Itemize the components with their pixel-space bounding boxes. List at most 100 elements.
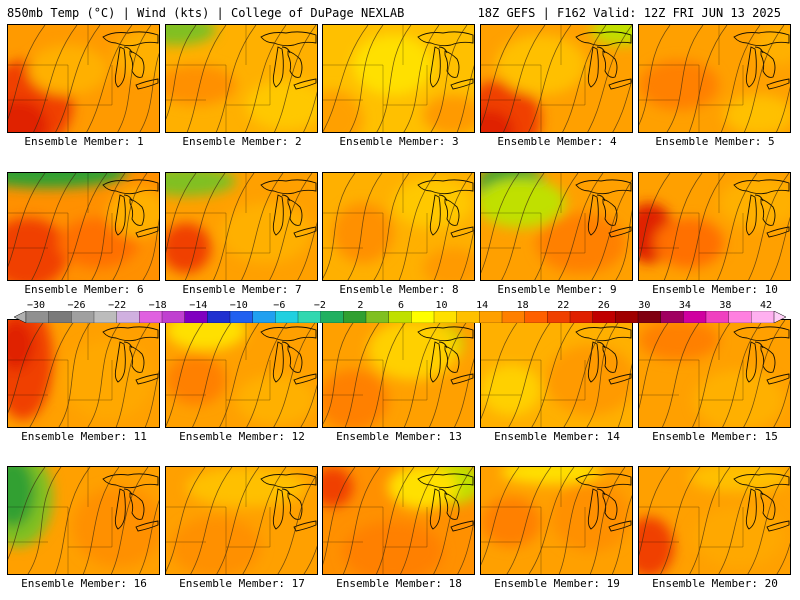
map-overlay <box>639 467 790 574</box>
temperature-field <box>323 320 474 427</box>
colorbar-swatch <box>728 311 752 323</box>
ensemble-member-map <box>7 24 160 133</box>
colorbar-swatch <box>683 311 707 323</box>
map-overlay <box>323 320 474 427</box>
map-overlay <box>166 320 317 427</box>
temperature-field <box>639 25 790 132</box>
ensemble-member-map <box>638 466 791 575</box>
colorbar-swatch <box>161 311 186 323</box>
ensemble-member-label: Ensemble Member: 9 <box>497 283 617 296</box>
ensemble-member-map <box>480 466 633 575</box>
ensemble-member-label: Ensemble Member: 14 <box>494 430 620 443</box>
temperature-field <box>323 25 474 132</box>
ensemble-member-label: Ensemble Member: 5 <box>655 135 775 148</box>
chart-title: 850mb Temp (°C) | Wind (kts) | College o… <box>7 6 405 20</box>
colorbar-swatch <box>229 311 254 323</box>
colorbar-swatch <box>388 311 412 323</box>
colorbar-tick-label: −30 <box>26 300 46 311</box>
ensemble-member-label: Ensemble Member: 1 <box>24 135 144 148</box>
colorbar-tick-label: −6 <box>273 300 286 311</box>
map-overlay <box>8 320 159 427</box>
ensemble-member-map <box>322 172 475 281</box>
colorbar-swatch <box>660 311 684 323</box>
colorbar-swatch <box>275 311 299 323</box>
map-overlay <box>481 173 632 280</box>
colorbar-swatch <box>411 311 435 323</box>
ensemble-member-map <box>322 466 475 575</box>
colorbar-swatch <box>433 311 458 323</box>
ensemble-member-label: Ensemble Member: 7 <box>182 283 302 296</box>
colorbar-tick-label: 26 <box>597 300 610 311</box>
ensemble-member-map <box>322 319 475 428</box>
colorbar-tick-label: 42 <box>759 300 773 311</box>
colorbar-swatch <box>705 311 730 323</box>
map-overlay <box>481 467 632 574</box>
map-overlay <box>481 320 632 427</box>
colorbar-swatch <box>365 311 390 323</box>
temperature-field <box>323 467 474 574</box>
ensemble-member-label: Ensemble Member: 12 <box>179 430 305 443</box>
colorbar-swatch <box>320 311 344 323</box>
ensemble-member-map <box>480 172 633 281</box>
ensemble-member-map <box>480 24 633 133</box>
colorbar-tick-label: 30 <box>638 300 651 311</box>
colorbar-swatch <box>48 311 72 323</box>
ensemble-member-map <box>322 24 475 133</box>
ensemble-member-label: Ensemble Member: 13 <box>336 430 462 443</box>
colorbar-tick-label: −14 <box>189 300 208 311</box>
ensemble-member-map <box>638 319 791 428</box>
map-overlay <box>166 467 317 574</box>
colorbar-tick-label: 22 <box>557 300 570 311</box>
map-overlay <box>323 25 474 132</box>
ensemble-member-map <box>638 172 791 281</box>
map-overlay <box>8 25 159 132</box>
colorbar-swatch <box>592 311 616 323</box>
temperature-field <box>166 467 317 574</box>
ensemble-member-label: Ensemble Member: 18 <box>336 577 462 590</box>
colorbar-tick-label: 6 <box>397 300 405 311</box>
colorbar-tick-labels: −30 −26 −22 −18 −14 −10 −6 −2 2 6 10 14 18 22 26 30 34 38… <box>14 300 786 311</box>
colorbar-swatch <box>252 311 276 323</box>
colorbar-swatch <box>501 311 526 323</box>
colorbar-swatch <box>139 311 163 323</box>
ensemble-member-map <box>165 24 318 133</box>
colorbar-swatch <box>479 311 503 323</box>
ensemble-member-label: Ensemble Member: 4 <box>497 135 617 148</box>
ensemble-member-map <box>638 24 791 133</box>
colorbar-swatch <box>524 311 548 323</box>
map-overlay <box>639 320 790 427</box>
map-overlay <box>166 25 317 132</box>
ensemble-member-map <box>165 319 318 428</box>
ensemble-member-map <box>165 466 318 575</box>
map-overlay <box>323 467 474 574</box>
temperature-field <box>8 467 159 574</box>
colorbar-tick-label: 34 <box>678 300 691 311</box>
ensemble-member-label: Ensemble Member: 2 <box>182 135 302 148</box>
temperature-field <box>481 173 632 280</box>
temperature-field <box>8 320 159 427</box>
ensemble-member-label: Ensemble Member: 6 <box>24 283 144 296</box>
colorbar-tick-label: −26 <box>67 300 86 311</box>
temperature-field <box>639 320 790 427</box>
ensemble-member-label: Ensemble Member: 11 <box>21 430 147 443</box>
temperature-colorbar: −30 −26 −22 −18 −14 −10 −6 −2 2 6 10 14 18 22 26 30 34 38… <box>14 300 786 326</box>
colorbar-swatch <box>615 311 639 323</box>
temperature-field <box>639 467 790 574</box>
colorbar-swatch <box>71 311 95 323</box>
colorbar-tick-label: 18 <box>516 300 529 311</box>
colorbar-swatch <box>116 311 140 323</box>
temperature-field <box>8 25 159 132</box>
ensemble-member-label: Ensemble Member: 19 <box>494 577 620 590</box>
colorbar-tick-label: −22 <box>108 300 127 311</box>
temperature-field <box>481 320 632 427</box>
colorbar-left-arrow <box>14 311 27 323</box>
temperature-field <box>639 173 790 280</box>
temperature-field <box>481 467 632 574</box>
colorbar-swatch <box>456 311 480 323</box>
map-overlay <box>8 173 159 280</box>
colorbar-tick-label: 10 <box>435 300 448 311</box>
colorbar-right-arrow <box>773 311 786 323</box>
colorbar-swatch <box>569 311 594 323</box>
temperature-field <box>166 320 317 427</box>
colorbar-swatch <box>93 311 118 323</box>
